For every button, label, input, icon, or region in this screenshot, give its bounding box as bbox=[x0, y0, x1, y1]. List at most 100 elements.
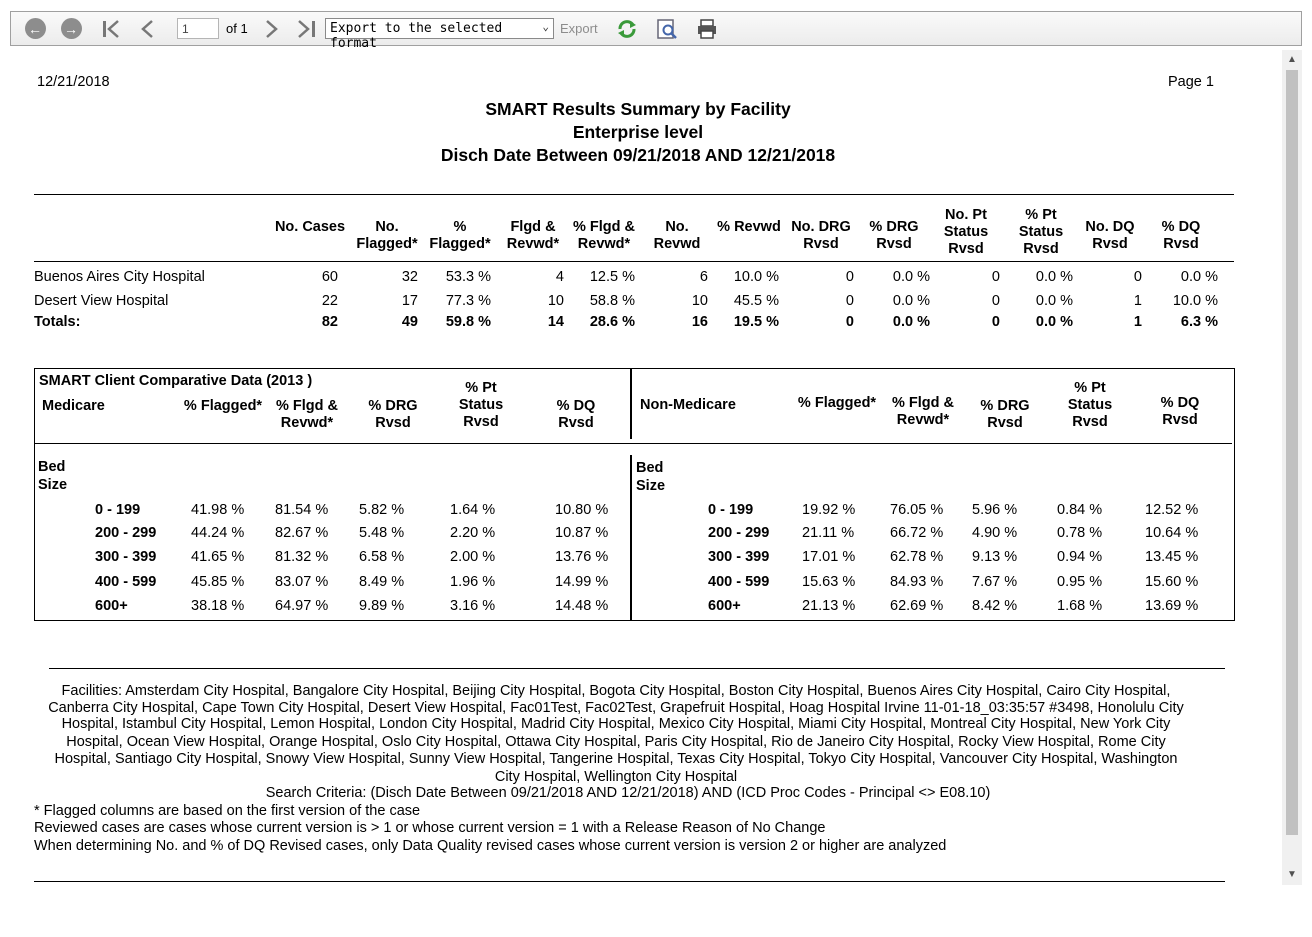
nonmedicare-value: 19.92 % bbox=[802, 502, 856, 518]
nonmedicare-value: 17.01 % bbox=[802, 549, 856, 565]
printer-icon bbox=[698, 18, 716, 39]
forward-button[interactable]: → bbox=[59, 12, 83, 45]
nonmedicare-column-header: % DRG Rvsd bbox=[980, 398, 1030, 431]
vertical-scrollbar[interactable]: ▲ ▼ bbox=[1282, 50, 1302, 885]
medicare-column-header: % DQ Rvsd bbox=[556, 398, 596, 431]
nonmedicare-value: 13.45 % bbox=[1145, 549, 1199, 565]
refresh-button[interactable] bbox=[615, 12, 639, 45]
bed-size: 200 - 299 bbox=[708, 525, 770, 541]
table-cell: 28.6 % bbox=[589, 314, 635, 330]
column-header: No. Revwd bbox=[653, 219, 701, 252]
medicare-value: 38.18 % bbox=[191, 598, 245, 614]
last-page-button[interactable] bbox=[295, 12, 319, 45]
table-cell: 77.3 % bbox=[445, 293, 491, 309]
column-header: % Revwd bbox=[717, 219, 781, 235]
export-format-select[interactable]: Export to the selected format ⌄ bbox=[325, 18, 554, 51]
page-number-input[interactable] bbox=[177, 18, 219, 39]
nonmedicare-value: 0.95 % bbox=[1057, 574, 1103, 590]
table-cell: 0.0 % bbox=[1180, 269, 1218, 285]
medicare-value: 81.54 % bbox=[275, 502, 329, 518]
previous-page-button[interactable] bbox=[136, 12, 158, 45]
medicare-value: 8.49 % bbox=[359, 574, 405, 590]
table-cell: 19.5 % bbox=[733, 314, 779, 330]
export-button[interactable]: Export bbox=[560, 21, 598, 36]
table-cell: 0 bbox=[1133, 269, 1142, 285]
page-indicator: Page 1 bbox=[1168, 74, 1214, 90]
note-reviewed: Reviewed cases are cases whose current v… bbox=[34, 820, 826, 836]
medicare-bed-size-label: Bed Size bbox=[38, 458, 78, 494]
note-dq: When determining No. and % of DQ Revised… bbox=[34, 838, 947, 854]
table-cell: 16 bbox=[691, 314, 708, 330]
table-cell: 60 bbox=[321, 269, 338, 285]
medicare-value: 5.48 % bbox=[359, 525, 405, 541]
search-criteria: Search Criteria: (Disch Date Between 09/… bbox=[265, 785, 991, 801]
back-button[interactable]: ← bbox=[23, 12, 47, 45]
facility-name: Buenos Aires City Hospital bbox=[34, 269, 205, 285]
nonmedicare-value: 7.67 % bbox=[972, 574, 1018, 590]
nonmedicare-value: 15.60 % bbox=[1145, 574, 1199, 590]
table-cell: 0.0 % bbox=[892, 293, 930, 309]
chevron-right-icon bbox=[266, 19, 278, 38]
bed-size: 300 - 399 bbox=[708, 549, 770, 565]
medicare-value: 45.85 % bbox=[191, 574, 245, 590]
table-cell: 0.0 % bbox=[892, 314, 930, 330]
medicare-value: 10.87 % bbox=[555, 525, 609, 541]
table-cell: 53.3 % bbox=[445, 269, 491, 285]
table-cell: 32 bbox=[401, 269, 418, 285]
medicare-column-header: % Pt Status Rvsd bbox=[458, 380, 504, 430]
nonmedicare-value: 66.72 % bbox=[890, 525, 944, 541]
comparative-title: SMART Client Comparative Data (2013 ) bbox=[39, 373, 313, 389]
scroll-down-icon[interactable]: ▼ bbox=[1287, 869, 1297, 880]
medicare-value: 64.97 % bbox=[275, 598, 329, 614]
column-header: No. Cases bbox=[274, 219, 346, 235]
table-cell: 10.0 % bbox=[1172, 293, 1218, 309]
table-cell: 0 bbox=[845, 269, 854, 285]
print-button[interactable] bbox=[695, 12, 719, 45]
bed-size: 600+ bbox=[708, 598, 741, 614]
medicare-value: 2.00 % bbox=[450, 549, 496, 565]
table-cell: 22 bbox=[321, 293, 338, 309]
table-cell: 0.0 % bbox=[1035, 314, 1073, 330]
medicare-value: 41.98 % bbox=[191, 502, 245, 518]
nonmedicare-value: 62.69 % bbox=[890, 598, 944, 614]
scroll-thumb[interactable] bbox=[1286, 70, 1298, 835]
nonmedicare-value: 76.05 % bbox=[890, 502, 944, 518]
medicare-value: 81.32 % bbox=[275, 549, 329, 565]
nonmedicare-column-header: % Pt Status Rvsd bbox=[1067, 380, 1113, 430]
table-cell: 4 bbox=[555, 269, 564, 285]
nonmedicare-bed-size-label: Bed Size bbox=[636, 459, 676, 495]
totals-label: Totals: bbox=[34, 314, 81, 330]
nonmedicare-column-header: % Flagged* bbox=[797, 395, 877, 411]
medicare-value: 5.82 % bbox=[359, 502, 405, 518]
medicare-label: Medicare bbox=[42, 398, 105, 414]
medicare-column-header: % DRG Rvsd bbox=[368, 398, 418, 431]
table-cell: 49 bbox=[401, 314, 418, 330]
nonmedicare-value: 0.94 % bbox=[1057, 549, 1103, 565]
column-header: Flgd & Revwd* bbox=[506, 219, 560, 252]
medicare-value: 10.80 % bbox=[555, 502, 609, 518]
nonmedicare-value: 4.90 % bbox=[972, 525, 1018, 541]
column-header: No. Flagged* bbox=[356, 219, 418, 252]
medicare-column-header: % Flgd & Revwd* bbox=[275, 398, 339, 431]
table-cell: 12.5 % bbox=[589, 269, 635, 285]
scroll-up-icon[interactable]: ▲ bbox=[1287, 54, 1297, 65]
medicare-value: 1.64 % bbox=[450, 502, 496, 518]
nonmedicare-value: 21.13 % bbox=[802, 598, 856, 614]
column-header: % DRG Rvsd bbox=[869, 219, 919, 252]
table-cell: 17 bbox=[401, 293, 418, 309]
last-page-icon bbox=[298, 19, 315, 38]
divider bbox=[35, 443, 1232, 444]
column-header: % DQ Rvsd bbox=[1161, 219, 1201, 252]
medicare-value: 6.58 % bbox=[359, 549, 405, 565]
comparative-data-box: SMART Client Comparative Data (2013 ) Me… bbox=[34, 368, 1235, 621]
divider bbox=[34, 881, 1225, 882]
first-page-button[interactable] bbox=[99, 12, 123, 45]
report-toolbar: ← → of 1 Export to the selected format ⌄… bbox=[10, 11, 1302, 51]
find-button[interactable] bbox=[655, 12, 679, 45]
nonmedicare-value: 0.84 % bbox=[1057, 502, 1103, 518]
medicare-value: 14.48 % bbox=[555, 598, 609, 614]
medicare-value: 2.20 % bbox=[450, 525, 496, 541]
nonmedicare-value: 5.96 % bbox=[972, 502, 1018, 518]
next-page-button[interactable] bbox=[261, 12, 283, 45]
facilities-list-line: Hospital, Istambul City Hospital, Lemon … bbox=[61, 716, 1171, 732]
